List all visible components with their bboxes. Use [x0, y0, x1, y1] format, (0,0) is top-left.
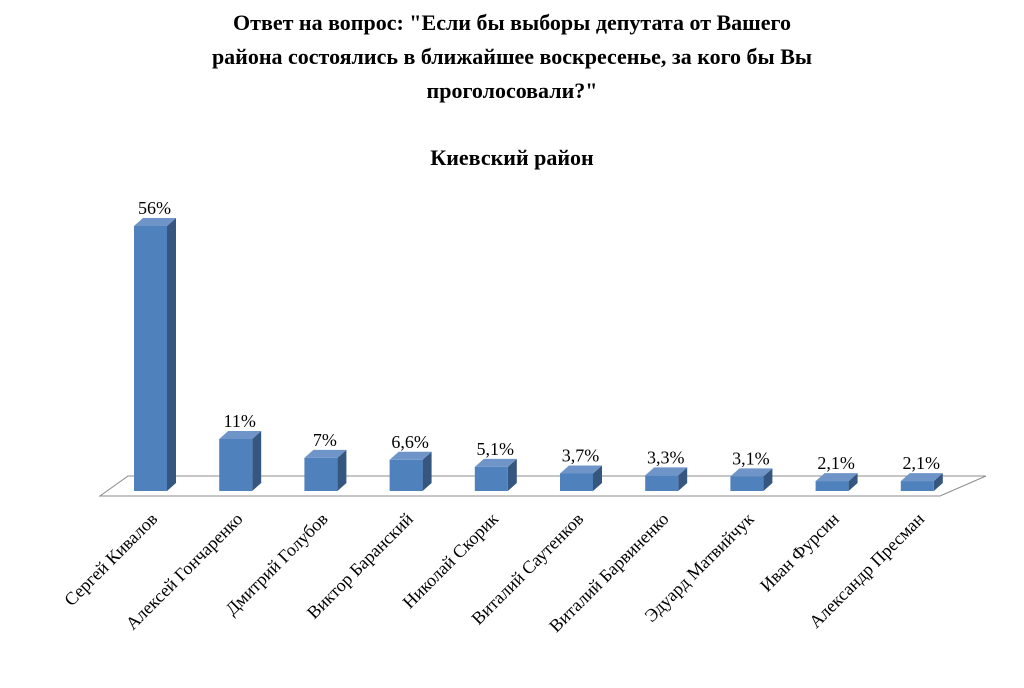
- chart-title-line-2: района состоялись в ближайшее воскресень…: [212, 44, 812, 69]
- bar: [900, 473, 943, 491]
- bar-side: [678, 467, 688, 491]
- bar-side: [422, 451, 432, 491]
- data-label: 3,1%: [732, 448, 770, 468]
- data-label: 7%: [313, 430, 337, 450]
- bar-front: [900, 481, 934, 491]
- data-label: 56%: [138, 198, 171, 218]
- bar-top: [134, 218, 176, 226]
- bar: [645, 467, 688, 491]
- bar-side: [337, 449, 347, 491]
- data-label: 6,6%: [391, 432, 429, 452]
- bar-side: [593, 465, 602, 491]
- chart-title-line-3: проголосовали?": [427, 78, 598, 103]
- bar-front: [134, 226, 167, 491]
- bar-front: [474, 466, 508, 491]
- bar-top: [219, 430, 262, 439]
- bar: [474, 458, 517, 491]
- bar: [219, 430, 262, 491]
- bar-front: [219, 438, 253, 491]
- data-label: 11%: [224, 411, 256, 431]
- bar-side: [252, 430, 262, 491]
- bar-side: [848, 473, 858, 491]
- bar-top: [304, 449, 347, 458]
- bar-top: [730, 468, 773, 477]
- bar-top: [815, 473, 858, 482]
- bar: [304, 449, 347, 491]
- bar-front: [560, 473, 593, 491]
- bar-front: [815, 481, 849, 491]
- bar: [560, 465, 602, 491]
- data-label: 3,7%: [562, 445, 600, 465]
- data-label: 2,1%: [817, 453, 855, 473]
- bar: [815, 473, 858, 491]
- bar-top: [560, 465, 602, 474]
- bar-front: [389, 459, 423, 491]
- bar: [134, 218, 176, 491]
- bar-side: [763, 468, 773, 491]
- bar-side: [933, 473, 943, 491]
- bar-top: [900, 473, 943, 482]
- bar-front: [645, 475, 679, 491]
- bars-layer: [134, 218, 943, 491]
- bar-front: [730, 476, 764, 491]
- data-labels-layer: 56% 11% 7% 6,6% 5,1% 3,7% 3,3% 3,1% 2,1% 2,1%: [138, 198, 940, 473]
- chart-subtitle: Киевский район: [430, 145, 594, 170]
- data-label: 5,1%: [477, 439, 515, 459]
- bar: [389, 451, 432, 491]
- bar-top: [474, 458, 517, 467]
- bar-side: [167, 218, 176, 491]
- bar-top: [389, 451, 432, 460]
- bar-side: [507, 458, 517, 491]
- chart-title-line-1: Ответ на вопрос: "Если бы выборы депутат…: [233, 10, 791, 35]
- data-label: 3,3%: [647, 447, 685, 467]
- category-label: Иван Фурсин: [756, 508, 843, 595]
- bar: [730, 468, 773, 491]
- bar-front: [304, 457, 338, 491]
- bar-top: [645, 467, 688, 476]
- chart-title: Ответ на вопрос: "Если бы выборы депутат…: [212, 10, 812, 103]
- data-label: 2,1%: [903, 453, 941, 473]
